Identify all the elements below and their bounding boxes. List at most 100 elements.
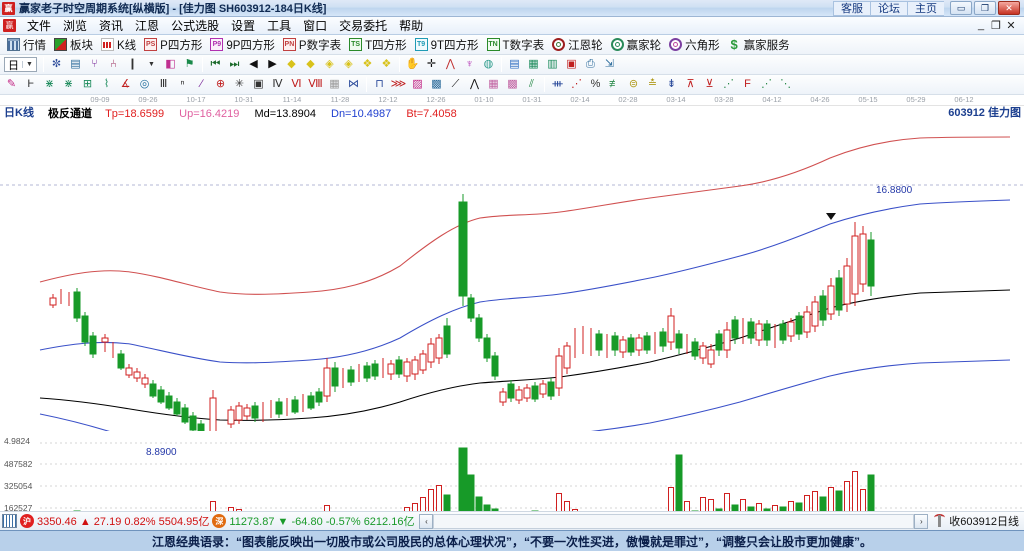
circle-cycle-icon[interactable]: ◎	[139, 78, 150, 90]
calendar-cycle-icon[interactable]: ♆	[465, 58, 474, 70]
multi-chart-2-icon[interactable]: ⑃	[110, 58, 117, 70]
calc-icon[interactable]: ▦	[528, 58, 539, 70]
scroll-right-button[interactable]: ›	[914, 513, 929, 529]
fork-icon[interactable]: Ⱶ	[27, 78, 34, 90]
chart-area[interactable]: 09-09 09-26 10-17 10-31 11-14 11-28 12-1…	[0, 95, 1024, 511]
diamond-4-icon[interactable]: ◈	[344, 58, 353, 70]
tool-winner-wheel[interactable]: 赢家轮	[607, 37, 666, 53]
level-icon[interactable]: ▩	[431, 78, 442, 90]
tool-t-square[interactable]: TS T四方形	[345, 37, 411, 53]
crosshair-plus-icon[interactable]: ✛	[426, 58, 437, 70]
quote-board-icon[interactable]	[2, 514, 17, 528]
scroll-track[interactable]	[433, 513, 915, 529]
brush-icon[interactable]: ✎	[6, 78, 17, 90]
menu-item-browse[interactable]: 浏览	[63, 19, 88, 33]
shenzhen-index-quote[interactable]: 11273.87 ▼ -64.80 -0.57% 6212.16亿	[229, 513, 414, 529]
slope-2-icon[interactable]: %	[590, 78, 601, 90]
diamond-6-icon[interactable]: ❖	[381, 58, 392, 70]
next-icon[interactable]: ▶	[268, 58, 277, 70]
tool-quotes[interactable]: 行情	[3, 37, 50, 53]
slope-f2-icon[interactable]: F	[744, 78, 751, 90]
tool-t-number-table[interactable]: TN T数字表	[483, 37, 549, 53]
gold-ratio-icon[interactable]: ⋀	[469, 78, 480, 90]
bar-icon[interactable]: ⊓	[375, 78, 384, 90]
pen-gold-icon[interactable]: ⇟	[666, 78, 677, 90]
menu-item-news[interactable]: 资讯	[99, 19, 124, 33]
hand-icon[interactable]: ✋	[405, 58, 420, 70]
wave2-icon[interactable]: Ⅵ	[291, 78, 302, 90]
tool-sector[interactable]: 板块	[50, 37, 97, 53]
tool-p-square[interactable]: PS P四方形	[140, 37, 206, 53]
clipboard-icon[interactable]: ▤	[70, 58, 81, 70]
gann-curve-icon[interactable]: ⌇	[103, 78, 110, 90]
tool-gann-wheel[interactable]: 江恩轮	[548, 37, 607, 53]
menu-item-formula-stock-pick[interactable]: 公式选股	[171, 19, 220, 33]
volume-panel[interactable]: 4.9824 487582 325054 162527	[0, 431, 1024, 511]
red-bar-icon[interactable]: ⊻	[705, 78, 714, 90]
gold-circle-icon[interactable]: ⟋	[451, 78, 460, 90]
percent2-icon[interactable]: ⋙	[390, 78, 407, 90]
star-icon[interactable]: ✳	[234, 78, 245, 90]
print-icon[interactable]: ⎙	[586, 58, 595, 70]
last-page-icon[interactable]: ⏭	[229, 58, 240, 70]
table-icon[interactable]: ▥	[547, 58, 558, 70]
report-icon[interactable]: ▤	[509, 58, 520, 70]
mdi-minimize-button[interactable]: _	[977, 19, 985, 31]
period-selector[interactable]: 日 ▼	[4, 57, 37, 72]
prev-icon[interactable]: ◀	[249, 58, 258, 70]
wave-icon[interactable]: Ⅳ	[272, 78, 283, 90]
gold-coin-icon[interactable]: ⊜	[628, 78, 639, 90]
gann-grid-icon[interactable]: ⊞	[82, 78, 93, 90]
slope-5-icon[interactable]: ⋰	[761, 78, 772, 90]
save-icon[interactable]: ▣	[566, 58, 577, 70]
ink-icon[interactable]: ▦	[488, 78, 499, 90]
parallel-icon[interactable]: ⋈	[348, 78, 359, 90]
mdi-close-button[interactable]: ✕	[1006, 20, 1016, 32]
close-button[interactable]: ✕	[998, 1, 1020, 15]
tool-p-number-table[interactable]: PN P数字表	[279, 37, 345, 53]
diamond-3-icon[interactable]: ◈	[325, 58, 334, 70]
tool-9t-square[interactable]: T9 9T四方形	[411, 37, 483, 53]
gann-fan-1-icon[interactable]: ⋇	[44, 78, 55, 90]
status-scrollbar[interactable]: ‹ ›	[419, 513, 929, 529]
target-icon[interactable]: ⊕	[215, 78, 226, 90]
tool-kline[interactable]: K线	[97, 37, 140, 53]
export-icon[interactable]: ⇲	[604, 58, 615, 70]
slope-1-icon[interactable]: ᚒ	[552, 78, 563, 90]
flag-icon[interactable]: ⚑	[184, 58, 195, 70]
box-icon[interactable]: ▣	[253, 78, 264, 90]
slope-4-icon[interactable]: ⋰	[723, 78, 734, 90]
percent-sign-icon[interactable]: ▨	[412, 78, 423, 90]
menu-item-help[interactable]: 帮助	[399, 19, 424, 33]
menu-item-tools[interactable]: 工具	[267, 19, 292, 33]
fibo-fan-icon[interactable]: Ⅲ	[159, 78, 168, 90]
menu-item-settings[interactable]: 设置	[231, 19, 256, 33]
cross-hair-icon[interactable]: ✼	[51, 58, 62, 70]
price-panel[interactable]: 16.8800 8.8900	[0, 106, 1024, 458]
grid-lines-icon[interactable]: Ⅷ	[308, 78, 323, 90]
balance-icon[interactable]: ▩	[507, 78, 518, 90]
candle-icon[interactable]: ❙	[127, 58, 138, 70]
fibo-num-icon[interactable]: ⁿ	[180, 78, 185, 90]
tool-9p-square[interactable]: P9 9P四方形	[206, 37, 279, 53]
menu-item-window[interactable]: 窗口	[303, 19, 328, 33]
slope-f-icon[interactable]: ⋰	[571, 78, 582, 90]
titlebar-link-home[interactable]: 主页	[907, 0, 944, 16]
menu-item-gann[interactable]: 江恩	[135, 19, 160, 33]
diamond-1-icon[interactable]: ◆	[287, 58, 296, 70]
diamond-2-icon[interactable]: ◆	[306, 58, 315, 70]
zigzag-icon[interactable]: ⋀	[445, 58, 455, 70]
candle-arrow-icon[interactable]: ▼	[147, 61, 155, 68]
titlebar-link-forum[interactable]: 论坛	[870, 0, 907, 16]
mdi-restore-button[interactable]: ❐	[991, 20, 1001, 32]
slope-6-icon[interactable]: ⋱	[780, 78, 791, 90]
shanghai-index-quote[interactable]: 3350.46 ▲ 27.19 0.82% 5504.95亿	[37, 513, 209, 529]
gold-line-icon[interactable]: ≛	[647, 78, 658, 90]
tool-hexagon[interactable]: 六角形	[665, 37, 724, 53]
multi-chart-icon[interactable]: ⑂	[91, 58, 98, 70]
tool-winner-service[interactable]: $ 赢家服务	[724, 37, 794, 53]
maximize-button[interactable]: ❐	[974, 1, 996, 15]
overlay-icon[interactable]: ◧	[165, 58, 176, 70]
slope-3-icon[interactable]: ≢	[609, 78, 620, 90]
gann-fan-2-icon[interactable]: ⋇	[63, 78, 74, 90]
